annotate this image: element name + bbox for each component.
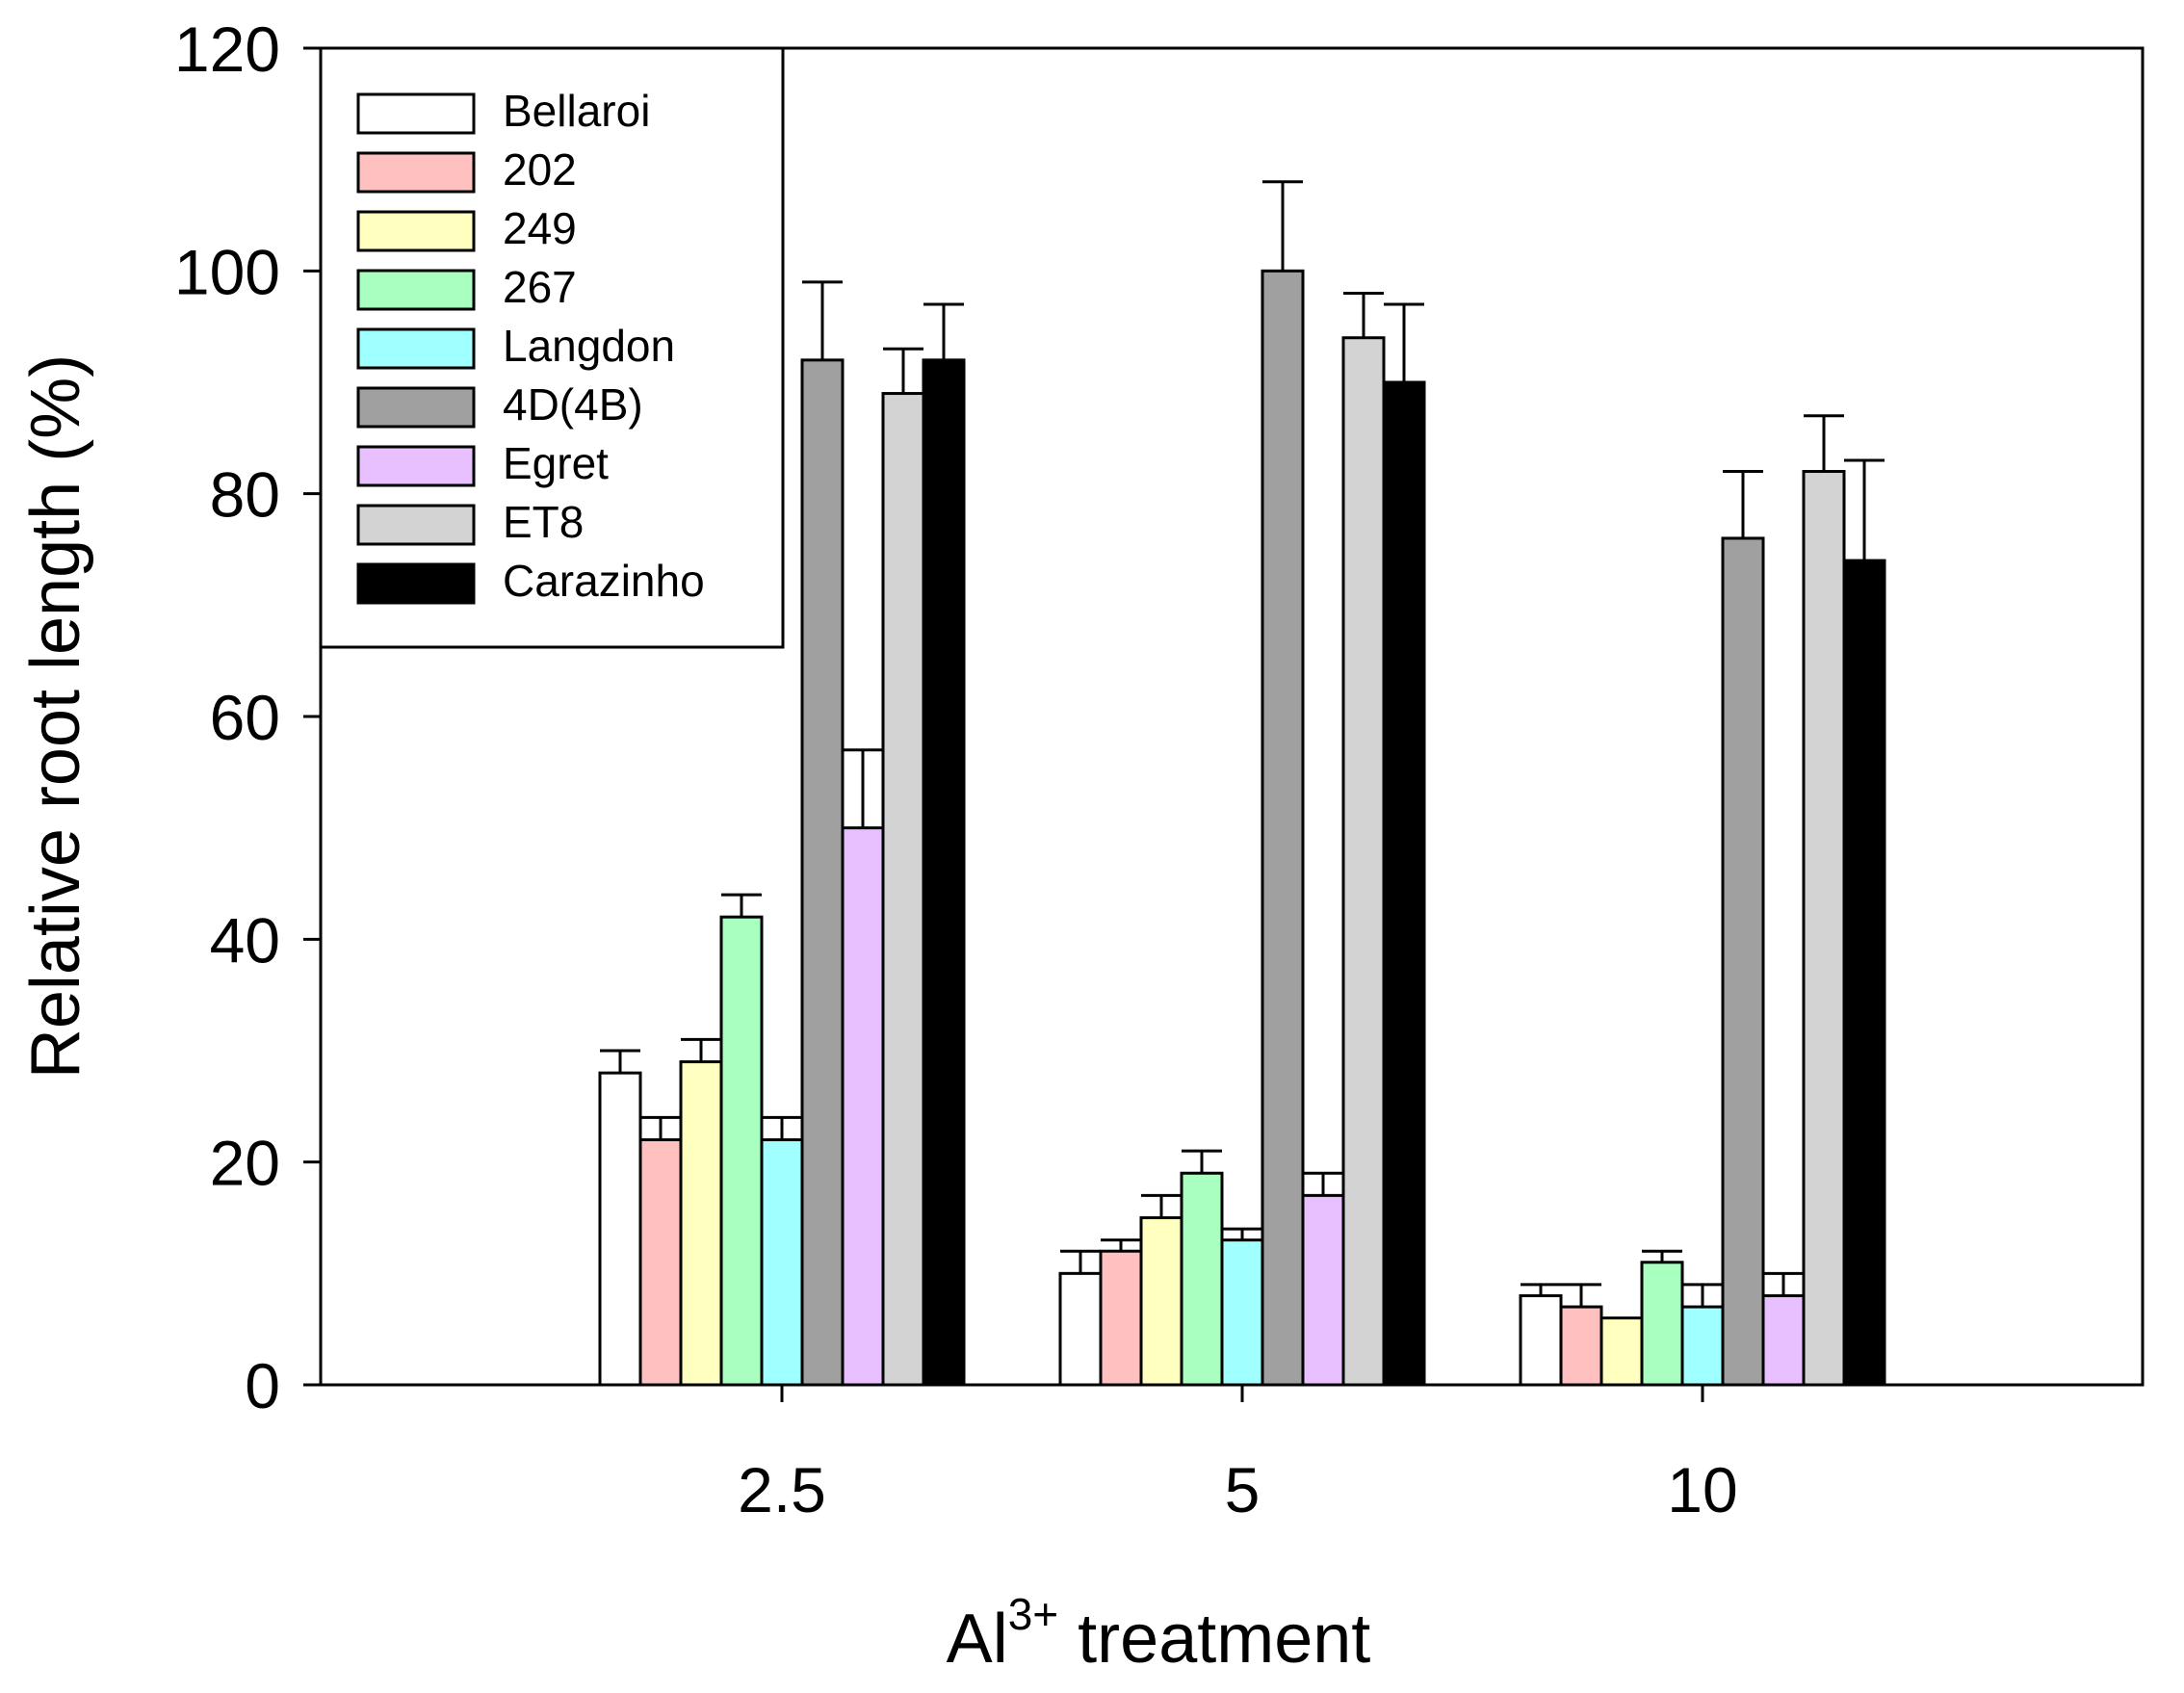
legend-swatch (356, 269, 476, 311)
bar-267-1 (1180, 1171, 1224, 1387)
bar-202-1 (1099, 1249, 1143, 1387)
x-tick-label: 2.5 (738, 1454, 826, 1525)
x-axis-title-text: treatment (1078, 1601, 1370, 1678)
bar-et8-1 (1341, 336, 1386, 1387)
x-tick-label: 5 (1225, 1454, 1261, 1525)
legend-swatch (356, 327, 476, 370)
bar-267-2 (1640, 1261, 1684, 1387)
bar-bellaroi-1 (1058, 1271, 1103, 1387)
x-axis: 2.5 5 10 (738, 1385, 1738, 1525)
y-tick-label: 80 (210, 459, 280, 531)
bar-4d-4b--0 (800, 358, 845, 1387)
y-tick-label: 60 (210, 682, 280, 753)
x-axis-title-space (1058, 1601, 1078, 1678)
bar-249-1 (1139, 1216, 1183, 1387)
x-axis-title-superscript: 3+ (1008, 1589, 1058, 1639)
y-tick-label: 0 (245, 1350, 280, 1421)
x-axis-title-prefix: Al (947, 1601, 1008, 1678)
bar-egret-2 (1761, 1293, 1806, 1387)
legend-swatch (356, 445, 476, 487)
bar-249-0 (679, 1060, 723, 1387)
bar-249-2 (1599, 1316, 1644, 1387)
y-axis-title: Relative root length (%) (17, 354, 94, 1079)
legend-label: 202 (503, 144, 577, 195)
bars-layer (598, 180, 1886, 1387)
bar-202-0 (638, 1138, 683, 1387)
bar-202-2 (1559, 1305, 1603, 1387)
legend-label: 4D(4B) (503, 379, 643, 430)
x-tick-label: 10 (1667, 1454, 1737, 1525)
bar-267-0 (719, 915, 764, 1387)
y-tick-label: 40 (210, 904, 280, 976)
legend-label: 267 (503, 262, 577, 312)
legend-swatch (356, 151, 476, 194)
y-axis: 0 20 40 60 80 100 120 (174, 13, 321, 1421)
legend-label: 249 (503, 203, 577, 253)
legend-label: Bellaroi (503, 86, 650, 136)
legend-label: Langdon (503, 321, 675, 371)
y-tick-label: 100 (174, 236, 280, 307)
x-axis-title: Al3+ treatment (947, 1589, 1371, 1678)
bar-et8-0 (881, 392, 925, 1387)
bar-4d-4b--1 (1261, 269, 1305, 1387)
bar-carazinho-2 (1842, 559, 1886, 1387)
bar-bellaroi-2 (1519, 1293, 1563, 1387)
legend-label: Egret (503, 438, 609, 488)
legend-swatch (356, 210, 476, 252)
legend-swatch (356, 504, 476, 546)
y-tick-label: 20 (210, 1128, 280, 1199)
legend-label: ET8 (503, 497, 584, 547)
bar-et8-2 (1802, 470, 1846, 1387)
legend-swatch (356, 562, 476, 605)
bar-langdon-1 (1220, 1238, 1264, 1387)
legend: Bellaroi 202 249 267 Langdon 4D(4B) Egret ET8 Ca… (319, 46, 785, 649)
bar-bellaroi-0 (598, 1071, 642, 1387)
bar-egret-0 (841, 826, 885, 1387)
legend-swatch (356, 92, 476, 135)
legend-swatch (356, 386, 476, 429)
y-tick-label: 120 (174, 13, 280, 85)
legend-items: Bellaroi 202 249 267 Langdon 4D(4B) Egret ET8 Ca… (356, 86, 705, 606)
bar-langdon-2 (1680, 1305, 1725, 1387)
bar-carazinho-0 (922, 358, 966, 1387)
bar-4d-4b--2 (1721, 536, 1765, 1387)
bar-carazinho-1 (1382, 380, 1426, 1387)
bar-egret-1 (1301, 1193, 1345, 1387)
legend-label: Carazinho (503, 556, 705, 606)
bar-langdon-0 (760, 1138, 804, 1387)
